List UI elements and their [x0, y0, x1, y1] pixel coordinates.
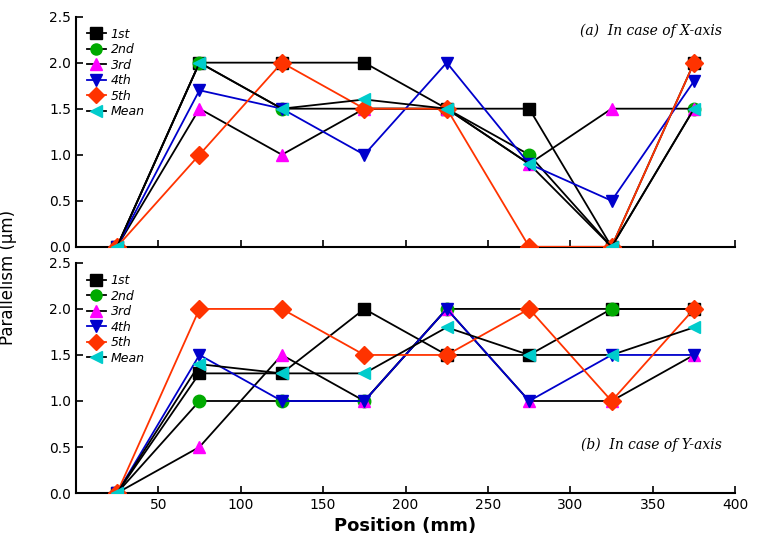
Legend: 1st, 2nd, 3rd, 4th, 5th, Mean: 1st, 2nd, 3rd, 4th, 5th, Mean: [82, 269, 150, 370]
Text: (a)  In case of X-axis: (a) In case of X-axis: [580, 23, 722, 38]
Legend: 1st, 2nd, 3rd, 4th, 5th, Mean: 1st, 2nd, 3rd, 4th, 5th, Mean: [82, 23, 150, 124]
Text: Parallelism (μm): Parallelism (μm): [0, 209, 17, 345]
X-axis label: Position (mm): Position (mm): [334, 517, 477, 536]
Text: (b)  In case of Y-axis: (b) In case of Y-axis: [581, 437, 722, 452]
